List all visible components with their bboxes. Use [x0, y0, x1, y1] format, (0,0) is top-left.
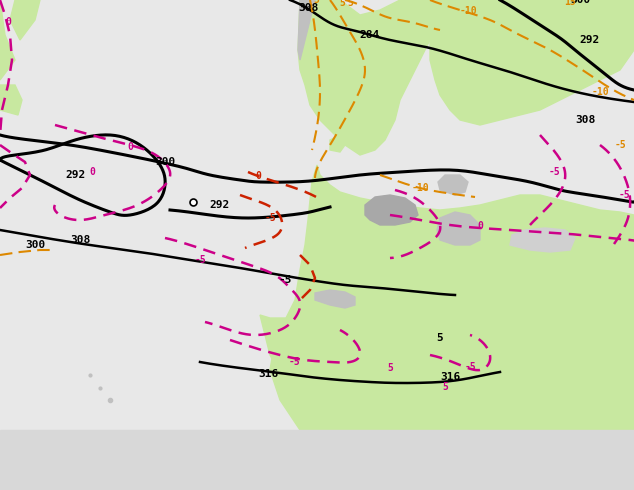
Text: 300: 300: [25, 240, 45, 250]
Text: -10: -10: [459, 6, 477, 16]
Text: 292: 292: [580, 35, 600, 45]
Text: 0: 0: [5, 17, 11, 27]
Text: Height/Temp. 700 hPa [gdmp][°C] ECMWF: Height/Temp. 700 hPa [gdmp][°C] ECMWF: [8, 445, 318, 459]
Polygon shape: [315, 290, 355, 308]
Text: -5: -5: [614, 140, 626, 150]
Polygon shape: [430, 0, 634, 125]
Text: 292: 292: [210, 200, 230, 210]
Polygon shape: [555, 250, 634, 292]
Text: 300: 300: [570, 0, 590, 5]
Text: -5: -5: [549, 167, 561, 177]
Text: -5: -5: [264, 213, 276, 223]
Text: -10: -10: [411, 183, 429, 193]
Text: ©weatheronline.co.uk: ©weatheronline.co.uk: [476, 468, 626, 482]
Text: 284: 284: [360, 30, 380, 40]
Text: 0: 0: [255, 171, 261, 181]
Text: 316: 316: [440, 372, 460, 382]
Text: 308: 308: [70, 235, 90, 245]
Text: 5: 5: [313, 0, 319, 5]
Polygon shape: [298, 0, 440, 155]
Text: -5: -5: [619, 190, 631, 200]
Polygon shape: [438, 175, 468, 195]
Text: 5: 5: [437, 333, 443, 343]
Polygon shape: [365, 195, 418, 225]
Text: 292: 292: [65, 170, 85, 180]
Text: 5: 5: [442, 382, 448, 392]
Polygon shape: [298, 0, 315, 60]
Text: 0: 0: [477, 221, 483, 231]
Polygon shape: [510, 228, 575, 252]
Polygon shape: [0, 0, 15, 80]
Text: 308: 308: [298, 3, 318, 13]
Text: -5: -5: [194, 255, 206, 265]
Polygon shape: [270, 165, 634, 430]
Text: 5: 5: [339, 0, 345, 8]
Text: 300: 300: [155, 157, 175, 167]
Polygon shape: [260, 315, 420, 430]
Text: -10: -10: [591, 87, 609, 97]
Text: 308: 308: [575, 115, 595, 125]
Text: -5: -5: [289, 357, 301, 367]
Text: 316: 316: [258, 369, 278, 379]
Text: 5: 5: [387, 363, 393, 373]
Text: -5: -5: [464, 362, 476, 372]
Text: 15: 15: [564, 0, 576, 7]
Polygon shape: [330, 135, 345, 152]
Polygon shape: [382, 255, 408, 340]
Text: Tu 24-09-2024 21:00 UTC (18+03): Tu 24-09-2024 21:00 UTC (18+03): [366, 445, 626, 459]
Polygon shape: [0, 85, 22, 115]
Text: 0: 0: [127, 142, 133, 152]
Text: -5: -5: [278, 275, 292, 285]
Polygon shape: [10, 0, 40, 40]
Text: 5: 5: [347, 0, 353, 8]
Polygon shape: [437, 212, 480, 245]
Polygon shape: [455, 270, 480, 300]
Text: 0: 0: [89, 167, 95, 177]
